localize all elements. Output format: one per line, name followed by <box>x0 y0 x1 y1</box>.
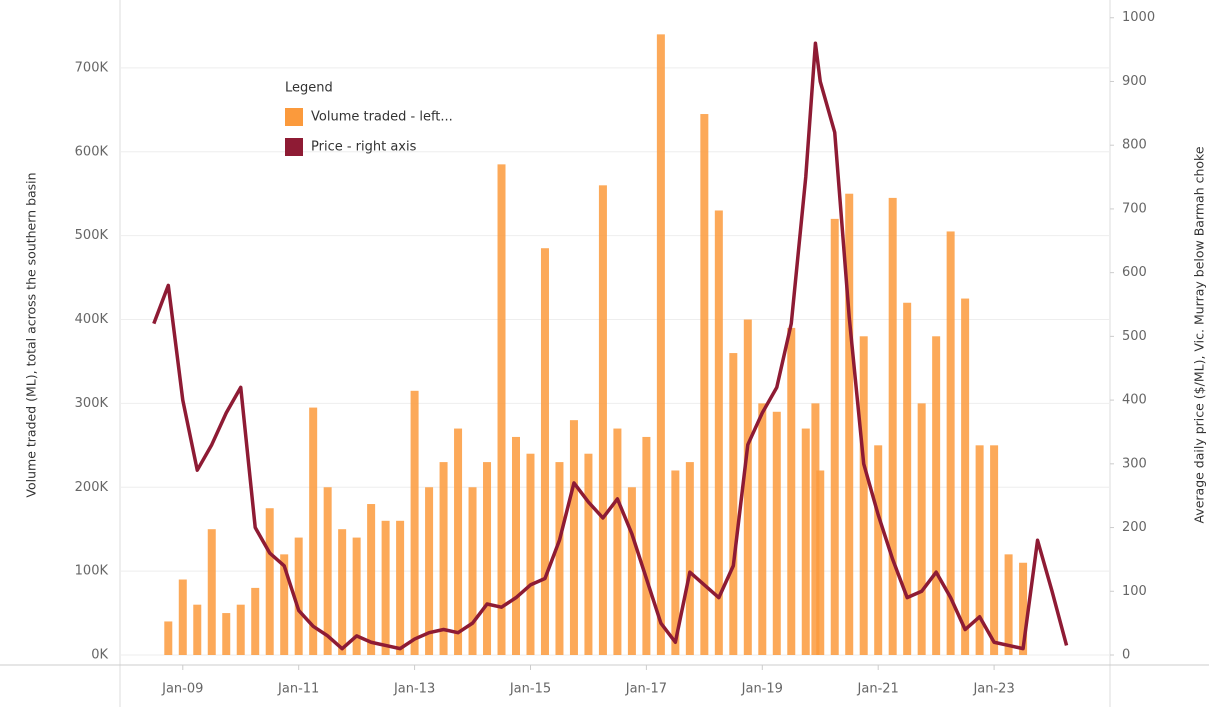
legend-swatch <box>285 108 303 126</box>
volume-bar <box>874 445 883 655</box>
volume-bar <box>236 604 245 655</box>
volume-bar <box>526 453 535 655</box>
volume-bar <box>758 403 767 655</box>
legend-label: Price - right axis <box>311 140 417 155</box>
x-tick-label: Jan-17 <box>625 682 667 697</box>
y-tick-label: 300K <box>75 396 109 411</box>
x-tick-label: Jan-11 <box>277 682 319 697</box>
x-tick-label: Jan-23 <box>972 682 1014 697</box>
volume-bar <box>352 537 361 655</box>
volume-bar <box>280 554 289 655</box>
legend-title: Legend <box>285 81 333 96</box>
volume-bar <box>1004 554 1013 655</box>
volume-bar <box>396 520 405 655</box>
y2-tick-label: 500 <box>1122 329 1147 344</box>
y2-tick-label: 800 <box>1122 138 1147 153</box>
legend-label: Volume traded - left... <box>311 110 453 125</box>
y2-tick-label: 700 <box>1122 201 1147 216</box>
volume-bar <box>816 470 825 655</box>
volume-bar <box>787 327 796 655</box>
legend-swatch <box>285 138 303 156</box>
volume-bar <box>439 462 448 655</box>
volume-bar <box>193 604 202 655</box>
volume-bar <box>309 407 318 655</box>
volume-bar <box>743 319 752 655</box>
volume-bar <box>1019 562 1028 655</box>
volume-bar <box>714 210 723 655</box>
volume-bar <box>265 508 274 655</box>
volume-bar <box>425 487 434 655</box>
y2-tick-label: 900 <box>1122 74 1147 89</box>
volume-bar <box>251 587 260 655</box>
x-tick-label: Jan-09 <box>161 682 203 697</box>
y2-tick-label: 600 <box>1122 265 1147 280</box>
x-tick-label: Jan-21 <box>857 682 899 697</box>
volume-bar <box>946 231 955 656</box>
volume-bar <box>811 403 820 655</box>
y2-tick-label: 300 <box>1122 456 1147 471</box>
volume-bar <box>932 336 941 655</box>
y2-axis-title: Average daily price ($/ML), Vic. Murray … <box>1192 146 1207 523</box>
x-tick-label: Jan-19 <box>741 682 783 697</box>
volume-bar <box>598 185 607 656</box>
y-tick-label: 700K <box>75 60 109 75</box>
volume-bar <box>700 114 709 656</box>
y-tick-label: 200K <box>75 480 109 495</box>
y2-tick-label: 200 <box>1122 520 1147 535</box>
volume-bar <box>540 248 549 655</box>
volume-bar <box>627 487 636 655</box>
volume-bar <box>671 470 680 655</box>
volume-bar <box>323 487 332 655</box>
volume-bar <box>294 537 303 655</box>
volume-bar <box>454 428 463 655</box>
volume-bar <box>381 520 390 655</box>
volume-bar <box>338 529 347 655</box>
volume-bar <box>178 579 187 655</box>
volume-bar <box>917 403 926 655</box>
y2-tick-label: 0 <box>1122 648 1130 663</box>
volume-bar <box>207 529 216 655</box>
volume-bar <box>990 445 999 655</box>
volume-bar <box>497 164 506 655</box>
volume-bar <box>888 197 897 655</box>
y2-tick-label: 100 <box>1122 584 1147 599</box>
y-tick-label: 400K <box>75 312 109 327</box>
volume-bar <box>468 487 477 655</box>
volume-bar <box>685 462 694 655</box>
volume-bar <box>729 353 738 655</box>
y2-tick-label: 1000 <box>1122 10 1155 25</box>
volume-bar <box>801 428 810 655</box>
volume-bar <box>642 436 651 655</box>
volume-bar <box>483 462 492 655</box>
volume-bar <box>555 462 564 655</box>
volume-bar <box>859 336 868 655</box>
volume-bar <box>830 218 839 655</box>
volume-bar <box>569 420 578 655</box>
y2-tick-label: 400 <box>1122 393 1147 408</box>
price-line <box>152 41 1069 651</box>
x-tick-label: Jan-13 <box>393 682 435 697</box>
y-tick-label: 100K <box>75 564 109 579</box>
volume-bar <box>222 613 231 655</box>
volume-bar <box>410 390 419 655</box>
volume-bar <box>903 302 912 655</box>
y-axis-title: Volume traded (ML), total across the sou… <box>24 172 39 497</box>
volume-bar <box>164 621 173 655</box>
volume-bar <box>961 298 970 655</box>
x-tick-label: Jan-15 <box>509 682 551 697</box>
y-tick-label: 600K <box>75 144 109 159</box>
volume-bar <box>975 445 984 655</box>
volume-bar <box>772 411 781 655</box>
volume-bar <box>512 436 520 655</box>
volume-bar <box>613 428 622 655</box>
y-tick-label: 0K <box>91 648 108 663</box>
volume-bar <box>656 34 665 655</box>
y-tick-label: 500K <box>75 228 109 243</box>
volume-bar <box>367 504 376 655</box>
volume-bar <box>584 453 593 655</box>
volume-bar <box>845 193 854 656</box>
